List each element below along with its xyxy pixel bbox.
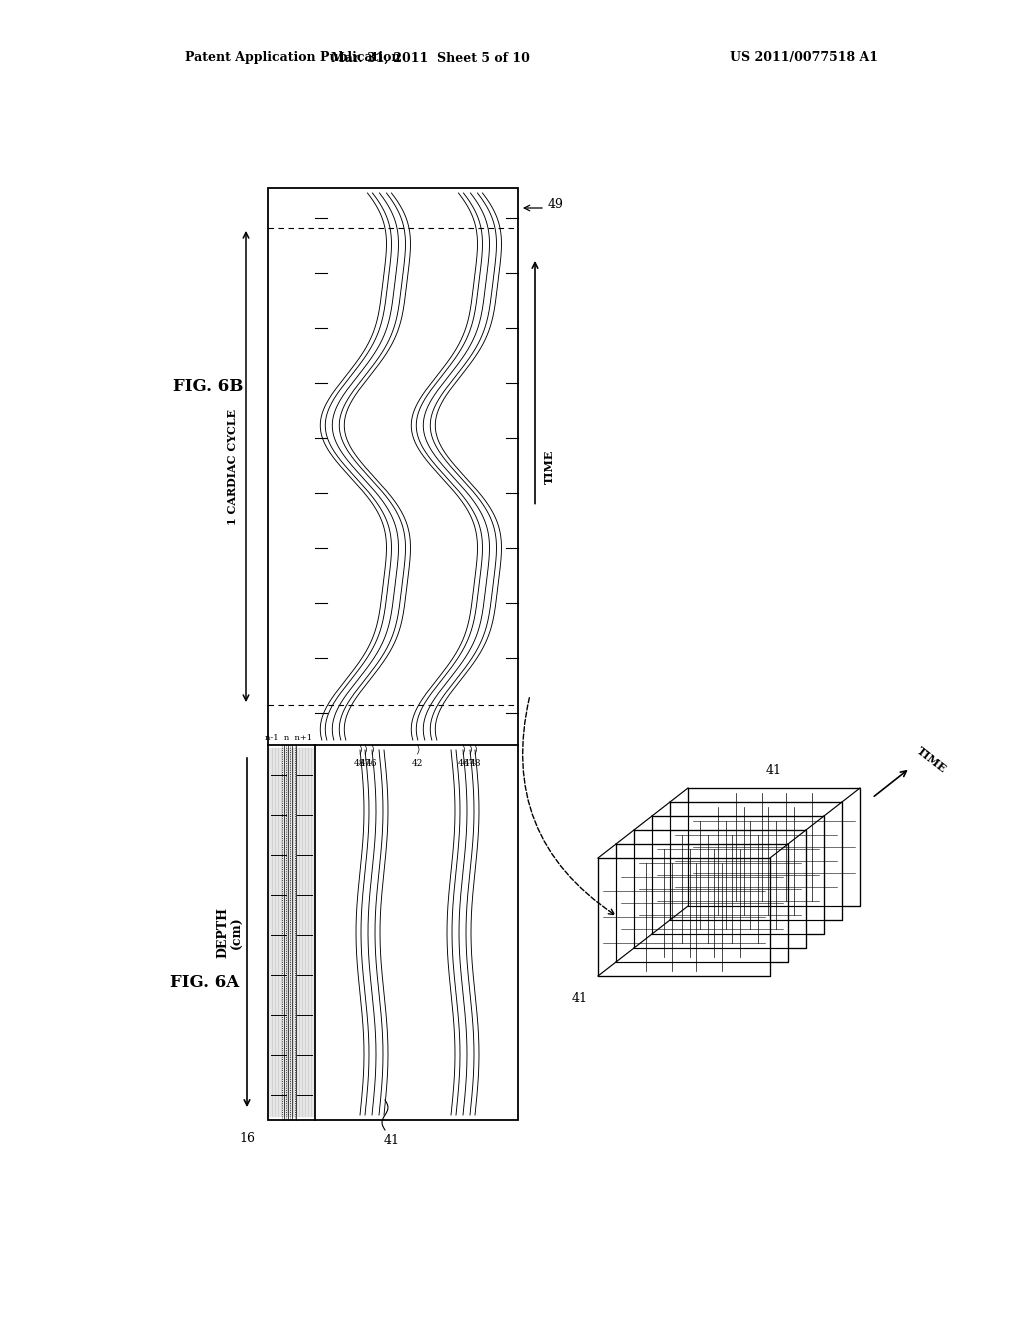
Text: TIME: TIME [544,449,555,483]
Text: DEPTH
(cm): DEPTH (cm) [216,907,244,958]
Text: Mar. 31, 2011  Sheet 5 of 10: Mar. 31, 2011 Sheet 5 of 10 [331,51,529,65]
Text: 48: 48 [354,759,366,767]
Text: FIG. 6B: FIG. 6B [173,378,243,395]
Text: 41: 41 [766,763,782,776]
Text: FIG. 6A: FIG. 6A [170,974,240,991]
Text: 47: 47 [359,759,371,767]
Polygon shape [670,803,842,920]
Polygon shape [616,843,788,962]
Text: 41: 41 [572,991,588,1005]
Polygon shape [598,858,770,975]
Text: US 2011/0077518 A1: US 2011/0077518 A1 [730,51,878,65]
Text: 48: 48 [469,759,480,767]
Text: 49: 49 [548,198,564,211]
Text: Patent Application Publication: Patent Application Publication [185,51,400,65]
Text: 1 CARDIAC CYCLE: 1 CARDIAC CYCLE [226,408,238,524]
Bar [268,187,518,1119]
Text: 46: 46 [458,759,469,767]
Polygon shape [634,830,806,948]
Text: 41: 41 [384,1134,400,1147]
Text: 16: 16 [239,1131,255,1144]
Polygon shape [688,788,860,906]
Text: TIME: TIME [915,744,949,775]
Text: 46: 46 [367,759,378,767]
Text: 42: 42 [412,759,423,767]
Text: n-1  n  n+1: n-1 n n+1 [265,734,312,742]
Text: 47: 47 [464,759,476,767]
Polygon shape [652,816,824,935]
